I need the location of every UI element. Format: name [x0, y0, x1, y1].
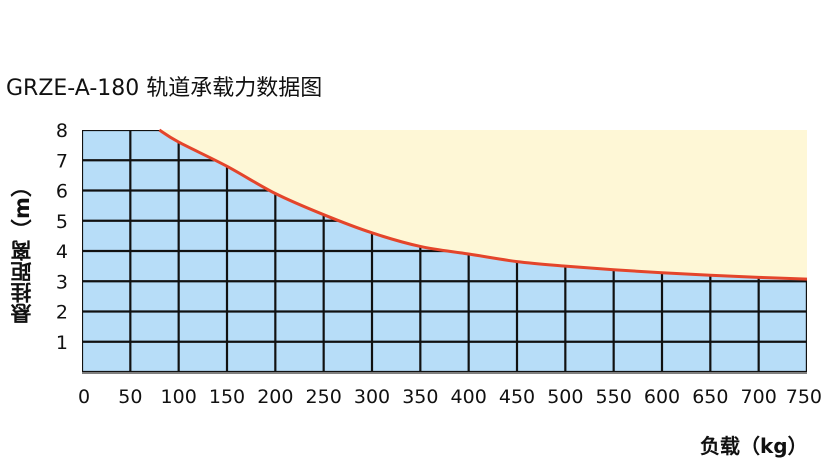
y-tick-label: 8	[56, 120, 68, 142]
x-tick-label: 150	[209, 386, 245, 408]
chart-title: GRZE-A-180 轨道承载力数据图	[6, 76, 323, 101]
x-tick-label: 600	[644, 386, 680, 408]
x-tick-label: 100	[161, 386, 197, 408]
y-tick-label: 4	[56, 241, 68, 263]
x-tick-label: 750	[786, 386, 822, 408]
y-tick-label: 5	[56, 211, 68, 233]
x-tick-label: 300	[354, 386, 390, 408]
x-tick-label: 500	[547, 386, 583, 408]
x-tick-label: 200	[257, 386, 293, 408]
x-tick-label: 550	[596, 386, 632, 408]
x-axis-label: 负载（kg）	[700, 434, 808, 458]
y-tick-label: 6	[56, 181, 68, 203]
x-tick-label: 700	[741, 386, 777, 408]
x-tick-label: 250	[306, 386, 342, 408]
y-tick-label: 7	[56, 150, 68, 172]
x-tick-label: 450	[499, 386, 535, 408]
x-tick-label: 350	[402, 386, 438, 408]
x-tick-label: 650	[692, 386, 728, 408]
x-tick-label: 50	[118, 386, 142, 408]
x-tick-labels: 0 50 100 150 200 250 300 350 400 450 500 550 600 650 7…	[78, 386, 822, 408]
y-tick-label: 3	[56, 271, 68, 293]
load-limit-curve	[158, 128, 808, 281]
y-tick-label: 2	[56, 302, 68, 324]
x-tick-label: 0	[78, 386, 90, 408]
y-tick-labels: 1 2 3 4 5 6 7 8	[56, 120, 68, 354]
y-tick-label: 1	[56, 332, 68, 354]
x-tick-label: 400	[451, 386, 487, 408]
